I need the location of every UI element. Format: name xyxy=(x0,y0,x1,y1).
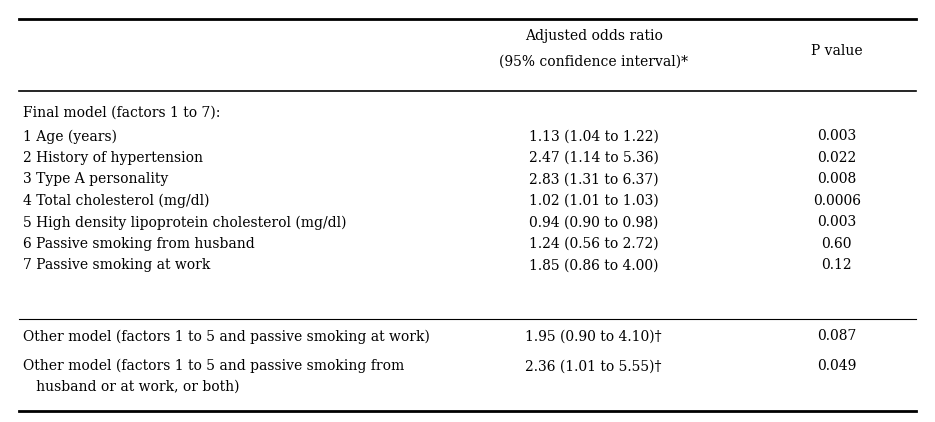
Text: 0.003: 0.003 xyxy=(817,215,856,230)
Text: 2.47 (1.14 to 5.36): 2.47 (1.14 to 5.36) xyxy=(529,151,658,165)
Text: 2.36 (1.01 to 5.55)†: 2.36 (1.01 to 5.55)† xyxy=(525,359,662,373)
Text: Other model (factors 1 to 5 and passive smoking from: Other model (factors 1 to 5 and passive … xyxy=(23,359,405,373)
Text: 2.83 (1.31 to 6.37): 2.83 (1.31 to 6.37) xyxy=(529,172,658,187)
Text: husband or at work, or both): husband or at work, or both) xyxy=(23,379,240,394)
Text: Adjusted odds ratio: Adjusted odds ratio xyxy=(525,29,663,43)
Text: 0.0006: 0.0006 xyxy=(813,194,861,208)
Text: Other model (factors 1 to 5 and passive smoking at work): Other model (factors 1 to 5 and passive … xyxy=(23,329,430,344)
Text: 1.02 (1.01 to 1.03): 1.02 (1.01 to 1.03) xyxy=(529,194,658,208)
Text: 0.049: 0.049 xyxy=(817,359,856,373)
Text: 1 Age (years): 1 Age (years) xyxy=(23,129,118,143)
Text: 2 History of hypertension: 2 History of hypertension xyxy=(23,151,204,165)
Text: 7 Passive smoking at work: 7 Passive smoking at work xyxy=(23,258,210,273)
Text: Final model (factors 1 to 7):: Final model (factors 1 to 7): xyxy=(23,106,221,120)
Text: (95% confidence interval)*: (95% confidence interval)* xyxy=(499,54,688,68)
Text: 1.24 (0.56 to 2.72): 1.24 (0.56 to 2.72) xyxy=(529,237,658,251)
Text: 0.008: 0.008 xyxy=(817,172,856,187)
Text: 1.13 (1.04 to 1.22): 1.13 (1.04 to 1.22) xyxy=(529,129,658,143)
Text: P value: P value xyxy=(811,43,863,58)
Text: 0.087: 0.087 xyxy=(817,329,856,344)
Text: 0.60: 0.60 xyxy=(822,237,852,251)
Text: 6 Passive smoking from husband: 6 Passive smoking from husband xyxy=(23,237,255,251)
Text: 4 Total cholesterol (mg/dl): 4 Total cholesterol (mg/dl) xyxy=(23,194,209,208)
Text: 5 High density lipoprotein cholesterol (mg/dl): 5 High density lipoprotein cholesterol (… xyxy=(23,215,347,230)
Text: 1.85 (0.86 to 4.00): 1.85 (0.86 to 4.00) xyxy=(529,258,658,273)
Text: 0.022: 0.022 xyxy=(817,151,856,165)
Text: 0.94 (0.90 to 0.98): 0.94 (0.90 to 0.98) xyxy=(529,215,658,230)
Text: 0.12: 0.12 xyxy=(822,258,852,273)
Text: 0.003: 0.003 xyxy=(817,129,856,143)
Text: 1.95 (0.90 to 4.10)†: 1.95 (0.90 to 4.10)† xyxy=(525,329,662,344)
Text: 3 Type A personality: 3 Type A personality xyxy=(23,172,168,187)
